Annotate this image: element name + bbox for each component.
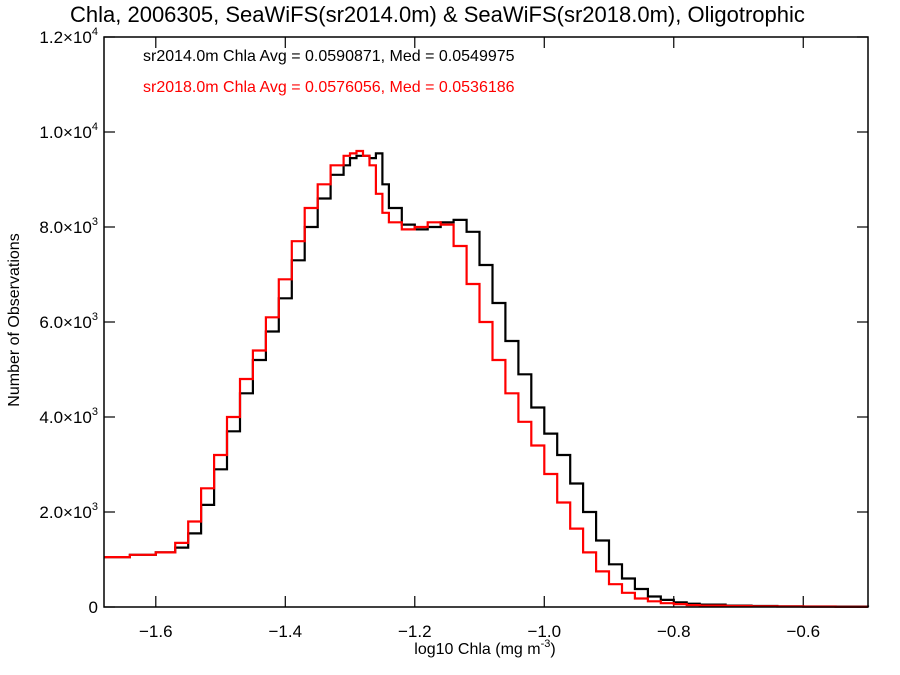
x-axis-title-main: log10 Chla (mg m xyxy=(414,641,540,658)
axis-ticks: −1.6 −1.4 −1.2 −1.0 −0.8 −0.602.0×1034.0×1036… xyxy=(39,26,868,641)
y-tick-label: 4.0×103 xyxy=(39,406,98,427)
series-0 xyxy=(104,152,870,608)
annotation-sr2018: sr2018.0m Chla Avg = 0.0576056, Med = 0.… xyxy=(143,79,515,96)
annotation-sr2014: sr2014.0m Chla Avg = 0.0590871, Med = 0.… xyxy=(143,48,515,65)
y-tick-label: 6.0×103 xyxy=(39,311,98,332)
x-tick-label: −1.0 xyxy=(527,622,561,641)
y-tick-label: 1.2×104 xyxy=(39,26,98,47)
y-tick-exponent: 3 xyxy=(92,406,98,418)
x-axis-title-suffix: ) xyxy=(550,641,555,658)
y-tick-exponent: 3 xyxy=(92,216,98,228)
y-tick-exponent: 4 xyxy=(92,26,98,38)
y-tick-label: 8.0×103 xyxy=(39,216,98,237)
chart-title: Chla, 2006305, SeaWiFS(sr2014.0m) & SeaW… xyxy=(70,2,805,27)
y-tick-exponent: 3 xyxy=(92,311,98,323)
x-tick-label: −0.8 xyxy=(657,622,691,641)
x-axis-title: log10 Chla (mg m-3) xyxy=(414,638,555,658)
y-tick-base: 1.2×10 xyxy=(39,28,91,47)
series-layer xyxy=(104,149,870,608)
y-tick-label: 0 xyxy=(89,598,98,617)
y-tick-label: 1.0×104 xyxy=(39,121,98,142)
y-axis-title: Number of Observations xyxy=(6,233,23,406)
series-1 xyxy=(104,149,868,608)
x-tick-label: −0.6 xyxy=(786,622,820,641)
x-axis-title-exponent: -3 xyxy=(541,638,551,650)
y-tick-exponent: 4 xyxy=(92,121,98,133)
y-tick-base: 0 xyxy=(89,598,98,617)
y-tick-base: 1.0×10 xyxy=(39,123,91,142)
series-0-step-line xyxy=(104,152,870,608)
y-tick-base: 4.0×10 xyxy=(39,408,91,427)
y-tick-exponent: 3 xyxy=(92,501,98,513)
plot-frame xyxy=(103,36,869,608)
x-tick-label: −1.6 xyxy=(139,622,173,641)
y-tick-base: 6.0×10 xyxy=(39,313,91,332)
x-tick-label: −1.4 xyxy=(269,622,303,641)
x-tick-label: −1.2 xyxy=(398,622,432,641)
y-tick-label: 2.0×103 xyxy=(39,501,98,522)
y-tick-base: 2.0×10 xyxy=(39,503,91,522)
y-tick-base: 8.0×10 xyxy=(39,218,91,237)
series-1-step-line xyxy=(104,149,868,608)
